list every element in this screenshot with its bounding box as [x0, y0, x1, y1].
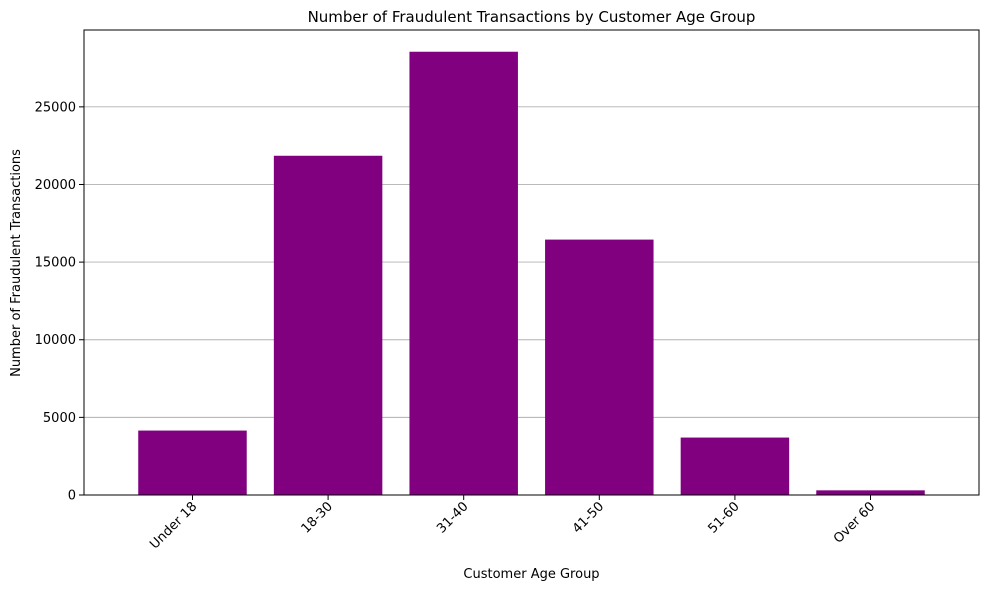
y-tick-label: 10000	[35, 333, 76, 348]
x-tick-label: 41-50	[570, 499, 607, 536]
x-axis-label: Customer Age Group	[463, 567, 599, 582]
y-tick-label: 0	[68, 489, 76, 504]
bar-over-60	[816, 490, 925, 495]
x-tick-label: Under 18	[147, 499, 200, 552]
y-axis-ticks: 0 5000 10000 15000 20000 25000	[35, 100, 84, 504]
x-tick-label: 51-60	[705, 499, 742, 536]
bar-41-50	[545, 239, 654, 495]
chart-title: Number of Fraudulent Transactions by Cus…	[308, 8, 756, 26]
bars	[138, 51, 925, 496]
y-tick-label: 25000	[35, 100, 76, 115]
x-tick-label: Over 60	[831, 499, 878, 546]
bar-31-40	[409, 51, 518, 495]
y-tick-label: 20000	[35, 178, 76, 193]
y-tick-label: 15000	[35, 256, 76, 271]
x-tick-label: 31-40	[434, 499, 471, 536]
bar-51-60	[680, 437, 790, 495]
x-axis-ticks: Under 18 18-30 31-40 41-50 51-60 Over 60	[147, 495, 878, 552]
bar-under-18	[138, 430, 247, 495]
y-tick-label: 5000	[43, 411, 76, 426]
x-tick-label: 18-30	[299, 499, 336, 536]
y-axis-label: Number of Fraudulent Transactions	[9, 149, 24, 377]
bar-18-30	[273, 155, 383, 496]
